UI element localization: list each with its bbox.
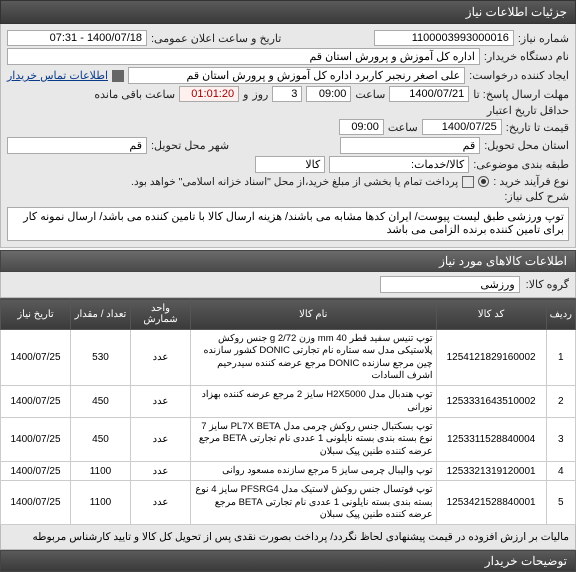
table-cell: 530: [71, 330, 131, 386]
table-cell: توپ والیبال چرمی سایز 5 مرجع سازنده مسعو…: [191, 462, 437, 481]
bottom-bar: توضیحات خریدار: [0, 550, 576, 572]
table-cell: 2: [546, 386, 575, 418]
table-cell: 3: [546, 418, 575, 462]
table-cell: 1253311528840004: [436, 418, 546, 462]
table-row: 51253421528840001توپ فوتسال جنس روکش لاس…: [1, 481, 576, 525]
need-no-label: شماره نیاز:: [518, 32, 569, 45]
table-row: 41253321319120001توپ والیبال چرمی سایز 5…: [1, 462, 576, 481]
classification-opt: کالا/خدمات:: [329, 156, 469, 173]
expire-date: 1400/07/25: [422, 119, 502, 135]
remain-value: 01:01:20: [179, 86, 239, 102]
request-creator-label: ایجاد کننده درخواست:: [469, 69, 569, 82]
table-cell: 1253421528840001: [436, 481, 546, 525]
group-value: ورزشی: [380, 276, 520, 293]
round-value: 3: [272, 86, 302, 102]
panel-title: جزئیات اطلاعات نیاز: [0, 0, 576, 24]
table-body: 11254121829160002توپ تنیس سفید قطر 40 mm…: [1, 330, 576, 525]
table-header-row: ردیفکد کالانام کالاواحد شمارشتعداد / مقد…: [1, 299, 576, 330]
classification-value: کالا: [255, 156, 325, 173]
radio-option-1[interactable]: [478, 176, 489, 187]
round-label: روز: [252, 88, 268, 101]
table-cell: 1253321319120001: [436, 462, 546, 481]
footer-note: مالیات بر ارزش افزوده در قیمت پیشنهادی ل…: [0, 525, 576, 550]
table-cell: 4: [546, 462, 575, 481]
province-label: استان محل تحویل:: [484, 139, 569, 152]
table-cell: توپ هندبال مدل H2X5000 سایز 2 مرجع عرضه …: [191, 386, 437, 418]
table-cell: 1400/07/25: [1, 418, 71, 462]
table-header-cell: تاریخ نیاز: [1, 299, 71, 330]
city-value: قم: [7, 137, 147, 154]
process-type-label: نوع فرآیند خرید :: [493, 175, 569, 188]
table-cell: 5: [546, 481, 575, 525]
table-row: 31253311528840004توپ بسکتبال جنس روکش چر…: [1, 418, 576, 462]
time-label-2: ساعت: [388, 121, 418, 134]
table-cell: عدد: [131, 462, 191, 481]
group-label: گروه کالا:: [526, 278, 569, 291]
table-cell: توپ تنیس سفید قطر 40 mm وزن 2/72 g جنس ر…: [191, 330, 437, 386]
table-cell: عدد: [131, 481, 191, 525]
goods-table: ردیفکد کالانام کالاواحد شمارشتعداد / مقد…: [0, 298, 576, 525]
table-cell: توپ فوتسال جنس روکش لاستیک مدل PFSRG4 سا…: [191, 481, 437, 525]
table-cell: توپ بسکتبال جنس روکش چرمی مدل PL7X BETA …: [191, 418, 437, 462]
expire-sub-label: قیمت تا تاریخ:: [506, 121, 569, 134]
table-cell: 1400/07/25: [1, 481, 71, 525]
buyer-device-value: اداره کل آموزش و پرورش استان قم: [7, 48, 480, 65]
contact-icon: [112, 70, 124, 82]
remain-suffix: ساعت باقی مانده: [94, 88, 175, 101]
table-cell: 1253331643510002: [436, 386, 546, 418]
table-cell: 1400/07/25: [1, 386, 71, 418]
group-row: گروه کالا: ورزشی: [0, 272, 576, 298]
table-cell: 1100: [71, 462, 131, 481]
need-no-value: 1100003993000016: [374, 30, 514, 46]
time-label-1: ساعت: [355, 88, 385, 101]
city-label: شهر محل تحویل:: [151, 139, 229, 152]
table-cell: عدد: [131, 386, 191, 418]
announce-label: تاریخ و ساعت اعلان عمومی:: [151, 32, 281, 45]
treasury-note: پرداخت تمام یا بخشی از مبلغ خرید،از محل …: [131, 176, 458, 188]
and-label: و: [243, 88, 248, 101]
province-value: قم: [340, 137, 480, 154]
table-cell: 450: [71, 386, 131, 418]
buyer-device-label: نام دستگاه خریدار:: [484, 50, 569, 63]
need-description: توپ ورزشی طبق لیست پیوست/ ایران کدها مشا…: [7, 207, 569, 241]
table-row: 11254121829160002توپ تنیس سفید قطر 40 mm…: [1, 330, 576, 386]
table-cell: 1400/07/25: [1, 462, 71, 481]
table-cell: 1400/07/25: [1, 330, 71, 386]
expire-label: حداقل تاریخ اعتبار: [487, 104, 569, 117]
table-cell: عدد: [131, 418, 191, 462]
table-cell: عدد: [131, 330, 191, 386]
request-creator-value: علی اصغر رنجبر کاربرد اداره کل آموزش و پ…: [128, 67, 465, 84]
announce-value: 1400/07/18 - 07:31: [7, 30, 147, 46]
deadline-label: مهلت ارسال پاسخ: تا: [473, 88, 569, 101]
table-header-cell: واحد شمارش: [131, 299, 191, 330]
expire-time: 09:00: [339, 119, 384, 135]
table-header-cell: کد کالا: [436, 299, 546, 330]
table-header-cell: تعداد / مقدار: [71, 299, 131, 330]
classification-label: طبقه بندی موضوعی:: [473, 158, 569, 171]
form-area: شماره نیاز: 1100003993000016 تاریخ و ساع…: [0, 24, 576, 248]
table-cell: 1254121829160002: [436, 330, 546, 386]
desc-label: شرح کلی نیاز:: [504, 190, 569, 203]
buyer-contact-link[interactable]: اطلاعات تماس خریدار: [7, 69, 108, 82]
table-header-cell: نام کالا: [191, 299, 437, 330]
table-row: 21253331643510002توپ هندبال مدل H2X5000 …: [1, 386, 576, 418]
table-cell: 1: [546, 330, 575, 386]
deadline-date: 1400/07/21: [389, 86, 469, 102]
table-header-cell: ردیف: [546, 299, 575, 330]
deadline-time: 09:00: [306, 86, 351, 102]
table-cell: 450: [71, 418, 131, 462]
section-goods-title: اطلاعات کالاهای مورد نیاز: [0, 250, 576, 272]
table-cell: 1100: [71, 481, 131, 525]
checkbox-treasury[interactable]: [462, 176, 474, 188]
